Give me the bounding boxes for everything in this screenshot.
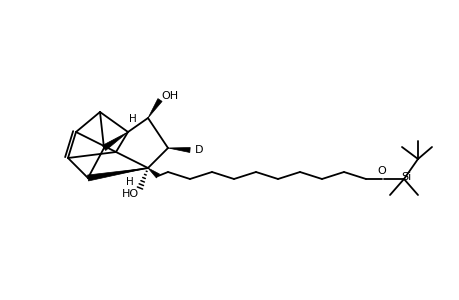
- Text: O: O: [377, 166, 386, 176]
- Text: Si: Si: [400, 172, 410, 182]
- Polygon shape: [148, 168, 159, 178]
- Polygon shape: [87, 168, 148, 181]
- Polygon shape: [168, 148, 190, 152]
- Text: H: H: [126, 177, 134, 187]
- Text: D: D: [194, 145, 203, 155]
- Text: OH: OH: [161, 91, 178, 101]
- Text: HO: HO: [121, 189, 138, 199]
- Text: H: H: [129, 114, 137, 124]
- Polygon shape: [102, 132, 128, 151]
- Polygon shape: [148, 99, 162, 118]
